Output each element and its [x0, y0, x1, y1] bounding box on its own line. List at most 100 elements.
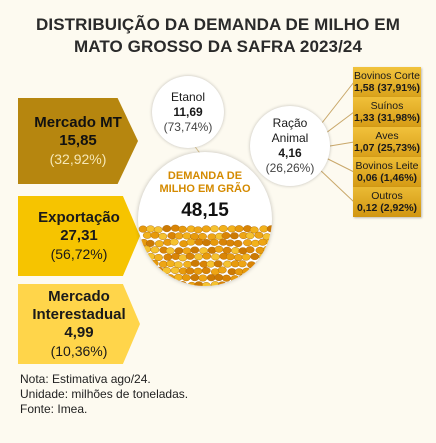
corn-kernel — [209, 238, 219, 246]
corn-kernel — [241, 253, 251, 261]
corn-kernel — [225, 281, 235, 286]
corn-kernel — [270, 247, 272, 253]
corn-kernel — [190, 259, 200, 267]
aves-name: Aves — [375, 130, 399, 142]
corn-kernel — [250, 281, 259, 286]
corn-kernel — [247, 261, 256, 269]
corn-kernel — [174, 232, 184, 240]
corn-kernel — [217, 281, 227, 286]
corn-kernel — [154, 254, 163, 262]
racao-animal-circle: Ração Animal 4,16 (26,26%) — [250, 106, 330, 186]
corn-kernel — [267, 254, 272, 262]
corn-kernel — [270, 260, 272, 266]
corn-kernel — [190, 246, 200, 254]
corn-kernel — [266, 225, 272, 233]
corn-kernel — [193, 267, 203, 275]
corn-kernel — [163, 253, 173, 261]
corn-kernel — [258, 253, 268, 261]
corn-kernel — [254, 231, 264, 239]
corn-kernel — [223, 260, 232, 268]
corn-kernel — [259, 225, 269, 233]
demanda-total-circle: DEMANDA DE MILHO EM GRÃO 48,15 — [138, 152, 272, 286]
corn-kernel — [258, 238, 268, 246]
interestadual-name-1: Mercado — [48, 288, 110, 305]
corn-kernel — [217, 266, 227, 274]
etanol-circle: Etanol 11,69 (73,74%) — [152, 76, 224, 148]
mercado-interestadual-arrow: Mercado Interestadual 4,99 (10,36%) — [18, 284, 140, 364]
corn-kernel — [146, 252, 156, 260]
corn-kernel — [163, 282, 172, 286]
interestadual-name-2: Interestadual — [32, 306, 126, 323]
corn-kernel — [185, 252, 195, 260]
racao-box-suinos: Suínos 1,33 (31,98%) — [353, 97, 421, 127]
corn-kernel — [194, 281, 204, 286]
corn-kernel — [149, 274, 159, 282]
corn-kernel — [206, 274, 216, 282]
title-line-2: MATO GROSSO DA SAFRA 2023/24 — [73, 37, 363, 56]
corn-kernel — [146, 225, 155, 233]
outros-name: Outros — [371, 190, 403, 202]
corn-kernel — [194, 238, 204, 246]
corn-kernel — [226, 253, 235, 261]
corn-kernel — [262, 245, 272, 253]
corn-kernel — [138, 225, 148, 233]
corn-kernel — [237, 260, 247, 268]
corn-kernel — [162, 225, 172, 233]
corn-kernel — [210, 225, 219, 233]
outros-value: 0,12 (2,92%) — [356, 202, 418, 214]
demanda-value: 48,15 — [181, 200, 229, 221]
etanol-value: 11,69 — [173, 104, 203, 119]
corn-kernel — [231, 247, 240, 255]
aves-value: 1,07 (25,73%) — [354, 142, 420, 154]
corn-kernel — [255, 273, 264, 281]
exportacao-pct: (56,72%) — [50, 246, 108, 262]
racao-box-bovinos-corte: Bovinos Corte 1,58 (37,91%) — [353, 67, 421, 97]
corn-kernel — [202, 252, 212, 260]
demanda-label: DEMANDA DE MILHO EM GRÃO — [138, 170, 272, 196]
suinos-value: 1,33 (31,98%) — [354, 112, 420, 124]
corn-kernel — [150, 231, 160, 239]
corn-kernel — [222, 246, 232, 254]
corn-kernel — [218, 225, 228, 233]
corn-kernel — [198, 274, 208, 282]
corn-kernel — [270, 232, 272, 238]
corn-kernel — [158, 232, 168, 240]
corn-kernel — [242, 267, 252, 275]
corn-kernel — [179, 240, 189, 248]
corn-kernel — [173, 273, 183, 281]
demanda-label-2: MILHO EM GRÃO — [159, 183, 251, 195]
corn-kernel — [178, 281, 187, 286]
corn-kernel — [247, 274, 257, 282]
corn-kernel — [142, 231, 152, 239]
corn-kernel — [162, 267, 172, 275]
exportacao-name: Exportação — [38, 209, 120, 226]
exportacao-value: 27,31 — [60, 227, 98, 244]
corn-kernel — [150, 246, 160, 254]
corn-kernel — [170, 266, 180, 274]
corn-kernel — [234, 225, 244, 233]
title-line-1: DISTRIBUIÇÃO DA DEMANDA DE MILHO EM — [36, 15, 400, 34]
corn-kernel — [259, 267, 269, 275]
connector-aves — [329, 141, 355, 147]
corn-kernel — [222, 274, 231, 282]
corn-kernel — [233, 282, 243, 286]
bovinos-corte-value: 1,58 (37,91%) — [354, 82, 420, 94]
corn-kernel — [153, 282, 163, 286]
corn-kernel — [251, 239, 260, 247]
corn-kernel — [190, 274, 200, 282]
corn-kernel — [149, 259, 159, 267]
corn-kernel — [214, 274, 224, 282]
corn-kernel — [270, 274, 272, 280]
etanol-name: Etanol — [170, 89, 206, 104]
corn-kernel — [165, 247, 175, 255]
corn-kernel — [263, 260, 272, 268]
corn-kernels-image — [138, 224, 272, 286]
corn-kernel — [255, 260, 265, 268]
corn-kernel — [194, 253, 203, 261]
corn-kernel — [243, 239, 252, 247]
corn-kernel — [213, 260, 223, 268]
corn-kernel — [181, 274, 191, 282]
note-estimativa: Nota: Estimativa ago/24. — [20, 372, 151, 386]
note-fonte: Fonte: Imea. — [20, 402, 88, 416]
corn-kernel — [225, 239, 235, 247]
